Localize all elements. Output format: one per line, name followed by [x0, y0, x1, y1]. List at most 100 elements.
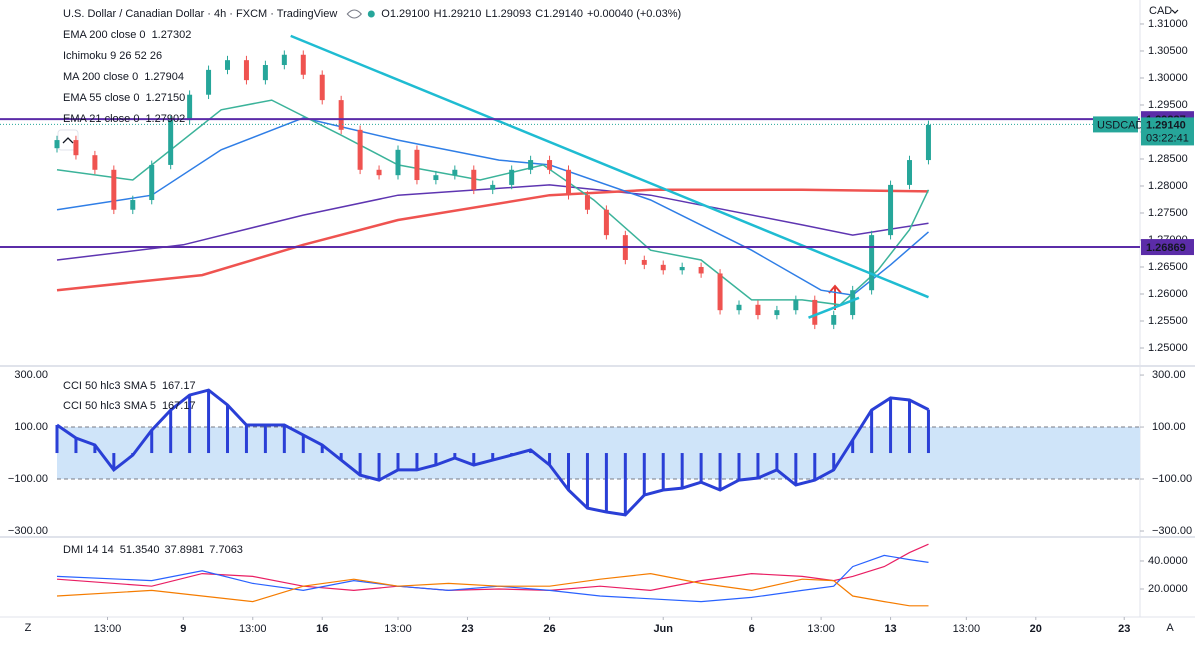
trendline — [808, 296, 860, 319]
candle — [736, 300, 742, 315]
cci-column — [548, 453, 552, 465]
candle-body — [262, 65, 268, 81]
cci-column — [226, 404, 230, 454]
candle-body — [111, 169, 117, 210]
y-tick-label: 1.31000 — [1148, 18, 1188, 30]
trendline — [290, 34, 929, 299]
legend-text: 1.27902 — [145, 113, 185, 125]
legend-text: 1.29140 — [543, 8, 583, 20]
candle-body — [73, 140, 79, 156]
candle-body — [300, 54, 306, 75]
candle-body — [907, 160, 913, 185]
candle — [338, 95, 344, 135]
x-tick-label: 23 — [461, 623, 473, 635]
candle-body — [831, 315, 837, 325]
zoom-button[interactable]: Z — [25, 622, 32, 634]
candle-body — [698, 266, 704, 274]
cci-column — [320, 444, 324, 454]
candle-body — [641, 259, 647, 265]
candle — [111, 165, 117, 215]
symbol-tag — [1093, 116, 1138, 133]
collapse-button[interactable] — [57, 129, 79, 151]
collapse-box[interactable] — [57, 129, 79, 151]
candle — [414, 145, 420, 185]
cci-column — [832, 453, 836, 470]
candle — [225, 55, 231, 75]
x-tick-label: 16 — [316, 623, 328, 635]
candle — [566, 165, 572, 200]
cci-column — [150, 430, 154, 454]
x-tick-label: 13:00 — [239, 623, 267, 635]
legend-text: +0.00040 (+0.03%) — [587, 8, 681, 20]
cci-column — [301, 435, 305, 454]
cci-column — [93, 444, 97, 454]
y-tick-label: 300.00 — [1152, 369, 1186, 381]
cci-column — [567, 453, 571, 490]
y-tick-label: 1.28000 — [1148, 180, 1188, 192]
x-tick-label: 23 — [1118, 623, 1130, 635]
cci-column — [699, 453, 703, 483]
y-tick-label: 1.26500 — [1148, 261, 1188, 273]
candle-body — [281, 54, 287, 66]
candle — [850, 285, 856, 320]
cci-band — [57, 427, 1140, 480]
candle-body — [206, 69, 212, 95]
x-tick-label: 20 — [1030, 623, 1042, 635]
candle-body — [225, 60, 231, 70]
legend-text: O — [381, 8, 390, 20]
y-tick-label: −100.00 — [1152, 473, 1192, 485]
candle-body — [357, 129, 363, 170]
cci-column — [282, 424, 286, 454]
cci-column — [244, 424, 248, 454]
candle — [54, 135, 60, 153]
candle-body — [566, 169, 572, 196]
candle — [755, 300, 761, 320]
y-tick-label: 300.00 — [14, 369, 48, 381]
candle-body — [168, 120, 174, 165]
candle — [547, 155, 553, 175]
candle — [206, 65, 212, 100]
x-tick-label: 26 — [543, 623, 555, 635]
candle — [395, 145, 401, 180]
candle — [812, 295, 818, 330]
y-tick-label: 1.28500 — [1148, 153, 1188, 165]
y-tick-label: 1.25000 — [1148, 342, 1188, 354]
legend-text: 1.29100 — [390, 8, 430, 20]
dmi-line — [56, 543, 929, 592]
cci-column — [188, 395, 192, 454]
symbol-tag-label: USDCAD — [1097, 119, 1144, 131]
candle-body — [793, 299, 799, 311]
cci-column — [472, 453, 476, 465]
candle — [793, 295, 799, 315]
candle — [452, 165, 458, 180]
cci-column — [908, 400, 912, 454]
cci-column — [112, 453, 116, 470]
candle-body — [414, 149, 420, 181]
status-dot — [367, 10, 375, 18]
legend-text: 7.7063 — [209, 544, 243, 556]
y-tick-label: 1.30000 — [1148, 72, 1188, 84]
candle — [660, 260, 666, 275]
candle-body — [433, 175, 439, 181]
legend-text: CCI 50 hlc3 SMA 5 — [63, 380, 156, 392]
cci-column — [55, 424, 59, 454]
x-tick-label: 13:00 — [807, 623, 835, 635]
candle — [717, 269, 723, 315]
y-tick-label: 1.26000 — [1148, 288, 1188, 300]
cci-column — [434, 453, 438, 465]
cci-column — [358, 453, 362, 476]
cci-column — [851, 440, 855, 454]
cci-column — [775, 453, 779, 470]
x-tick-label: 9 — [180, 623, 186, 635]
candle-body — [528, 160, 534, 170]
cci-column — [377, 453, 381, 481]
candle — [130, 195, 136, 215]
y-tick-label: −300.00 — [8, 525, 48, 537]
candle — [471, 165, 477, 195]
candle — [603, 205, 609, 240]
chart-title: U.S. Dollar / Canadian Dollar · 4h · FXC… — [63, 8, 337, 20]
candle — [641, 255, 647, 270]
auto-scale-button[interactable]: A — [1166, 622, 1174, 634]
